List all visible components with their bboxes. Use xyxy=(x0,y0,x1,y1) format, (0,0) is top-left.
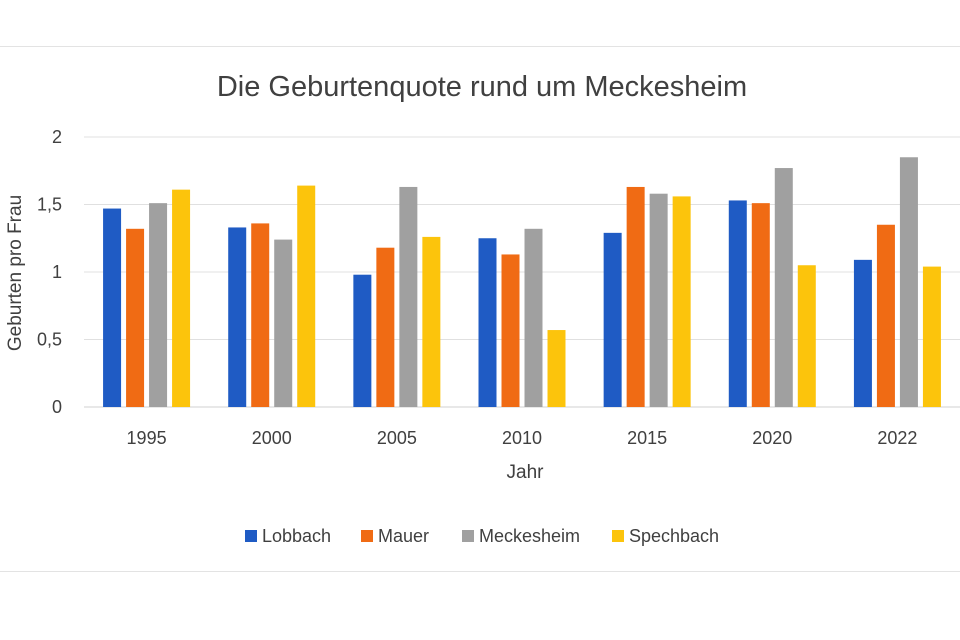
bar-spechbach-2005 xyxy=(422,236,441,407)
bar-spechbach-1995 xyxy=(172,189,191,407)
bar-mauer-2022 xyxy=(876,224,895,407)
legend-swatch-lobbach xyxy=(245,530,257,542)
x-axis-label: Jahr xyxy=(507,462,545,483)
bar-mauer-2015 xyxy=(626,186,645,407)
legend-swatch-spechbach xyxy=(612,530,624,542)
bar-meckesheim-2022 xyxy=(899,157,918,407)
legend-label-meckesheim: Meckesheim xyxy=(479,526,580,546)
x-tick-label: 2022 xyxy=(877,428,917,448)
legend: Lobbach Mauer Meckesheim Spechbach xyxy=(245,526,719,546)
bar-meckesheim-2015 xyxy=(649,193,668,407)
y-axis-ticks: 0 0,5 1 1,5 2 xyxy=(37,127,62,417)
y-axis-label: Geburten pro Frau xyxy=(5,195,26,351)
chart-title: Die Geburtenquote rund um Meckesheim xyxy=(217,71,747,103)
bar-meckesheim-2000 xyxy=(274,239,293,407)
x-tick-label: 2020 xyxy=(752,428,792,448)
bar-lobbach-2010 xyxy=(478,238,497,407)
y-tick-label: 1 xyxy=(52,262,62,282)
bar-mauer-2010 xyxy=(501,254,520,407)
bar-meckesheim-1995 xyxy=(149,203,168,407)
y-tick-label: 0 xyxy=(52,397,62,417)
bar-lobbach-2020 xyxy=(728,200,747,407)
legend-label-lobbach: Lobbach xyxy=(262,526,331,546)
x-tick-label: 1995 xyxy=(127,428,167,448)
bar-mauer-2000 xyxy=(251,223,270,407)
bar-spechbach-2020 xyxy=(797,265,816,407)
bar-lobbach-2000 xyxy=(228,227,247,407)
bar-mauer-2005 xyxy=(376,247,395,407)
legend-swatch-mauer xyxy=(361,530,373,542)
bar-spechbach-2010 xyxy=(547,330,566,407)
top-divider xyxy=(0,46,960,47)
bottom-divider xyxy=(0,571,960,572)
x-tick-label: 2010 xyxy=(502,428,542,448)
bar-spechbach-2015 xyxy=(672,196,691,407)
bar-mauer-1995 xyxy=(126,228,145,407)
bar-lobbach-1995 xyxy=(103,208,122,407)
x-axis-ticks: 1995 2000 2005 2010 2015 2020 2022 xyxy=(127,428,918,448)
bar-meckesheim-2005 xyxy=(399,186,418,407)
legend-swatch-meckesheim xyxy=(462,530,474,542)
y-tick-label: 1,5 xyxy=(37,195,62,215)
bar-spechbach-2022 xyxy=(922,266,941,407)
bar-lobbach-2005 xyxy=(353,274,372,407)
bar-spechbach-2000 xyxy=(297,185,316,407)
legend-label-spechbach: Spechbach xyxy=(629,526,719,546)
gridlines xyxy=(84,136,960,408)
y-tick-label: 2 xyxy=(52,127,62,147)
bar-lobbach-2022 xyxy=(853,259,872,407)
bars xyxy=(103,157,941,407)
y-tick-label: 0,5 xyxy=(37,330,62,350)
legend-label-mauer: Mauer xyxy=(378,526,429,546)
x-tick-label: 2000 xyxy=(252,428,292,448)
x-tick-label: 2015 xyxy=(627,428,667,448)
bar-lobbach-2015 xyxy=(603,232,622,407)
bar-meckesheim-2010 xyxy=(524,228,543,407)
bar-meckesheim-2020 xyxy=(774,168,793,407)
x-tick-label: 2005 xyxy=(377,428,417,448)
bar-mauer-2020 xyxy=(751,203,770,407)
